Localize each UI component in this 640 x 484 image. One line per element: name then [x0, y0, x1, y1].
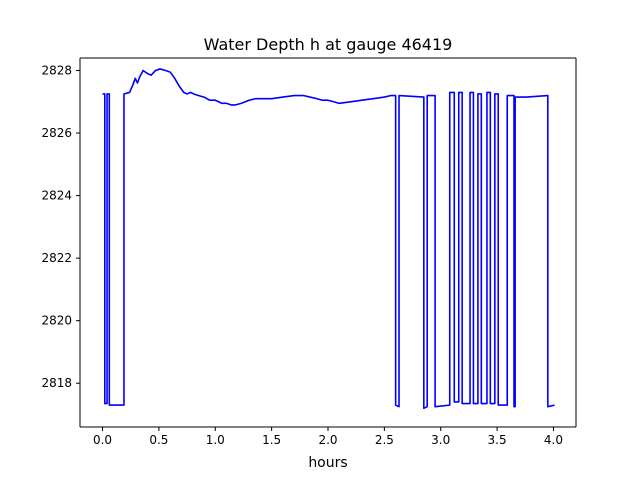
x-axis-label: hours [308, 455, 347, 471]
y-tick-label: 2822 [41, 251, 72, 265]
series-line-1 [102, 68, 555, 410]
plot-area: 0.0 0.5 1.0 1.5 2.0 2.5 3.0 3.5 4.0 2818 2820 2822 2… [41, 57, 577, 447]
y-tick-label: 2826 [41, 126, 72, 140]
y-tick-label: 2828 [41, 64, 72, 78]
x-tick-label: 2.0 [318, 433, 337, 447]
x-tick-label: 4.0 [544, 433, 563, 447]
x-tick-label: 3.5 [488, 433, 507, 447]
x-tick-label: 2.5 [375, 433, 394, 447]
x-tick-label: 1.5 [262, 433, 281, 447]
y-tick-label: 2820 [41, 314, 72, 328]
x-tick-label: 3.0 [431, 433, 450, 447]
chart-title: Water Depth h at gauge 46419 [204, 35, 453, 54]
x-tick-label: 0.5 [149, 433, 168, 447]
y-tick-label: 2818 [41, 376, 72, 390]
y-tick-label: 2824 [41, 189, 72, 203]
x-tick-label: 1.0 [206, 433, 225, 447]
x-tick-label: 0.0 [93, 433, 112, 447]
